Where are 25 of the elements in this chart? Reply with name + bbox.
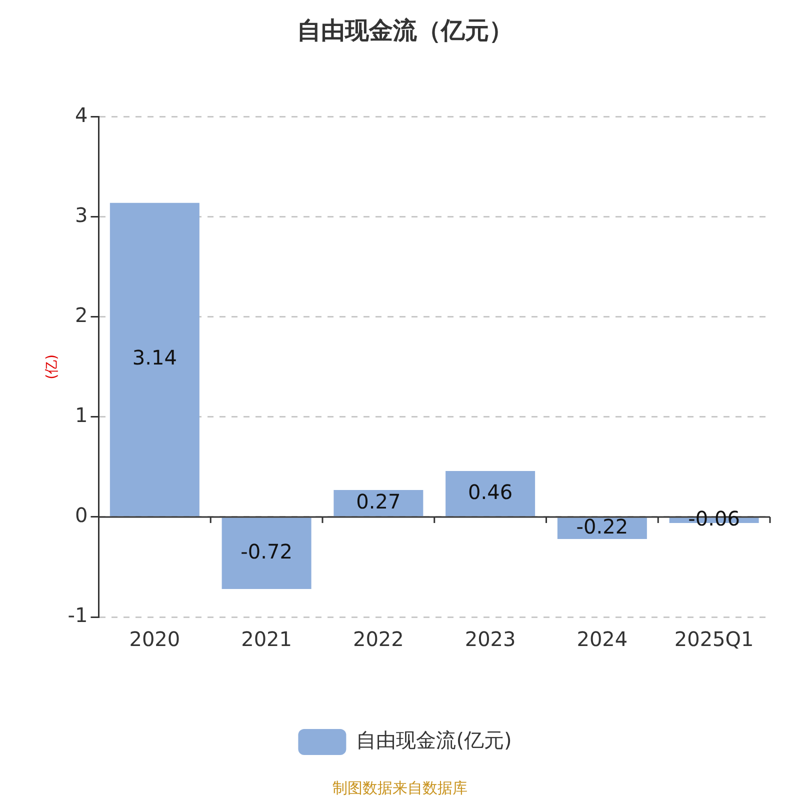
data-label: 0.27 — [356, 489, 401, 514]
text: 制图数据来自数据库 — [332, 778, 468, 797]
data-label: 0.46 — [468, 480, 513, 504]
y-tick-label: 4 — [75, 103, 88, 128]
data-label: -0.22 — [576, 514, 628, 539]
y-tick-label: 2 — [75, 303, 88, 328]
bar — [222, 518, 312, 589]
x-tick-label: 2024 — [576, 627, 628, 652]
x-tick-label: 2022 — [352, 627, 404, 652]
y-axis-title: (亿) — [44, 354, 60, 380]
x-tick-label: 2025Q1 — [674, 627, 754, 652]
x-tick-label: 2020 — [129, 627, 180, 652]
bar — [446, 470, 536, 516]
bar — [334, 490, 424, 516]
y-tick-label: 3 — [75, 203, 88, 228]
x-tick-label: 2021 — [241, 627, 292, 652]
y-tick-label: -1 — [68, 603, 88, 628]
bar — [110, 202, 200, 516]
x-tick-label: 2023 — [464, 627, 516, 652]
data-label: 3.14 — [132, 346, 177, 370]
legend-label: 自由现金流(亿元) — [356, 728, 512, 752]
y-tick-label: 0 — [75, 503, 88, 528]
y-tick-label: 1 — [75, 403, 88, 428]
data-label: -0.72 — [240, 540, 292, 564]
chart-title: 自由现金流（亿元） — [297, 16, 513, 45]
